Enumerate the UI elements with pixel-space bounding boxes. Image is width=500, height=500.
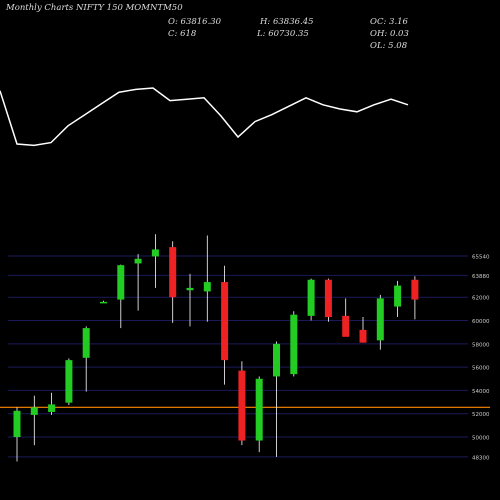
candle-body <box>238 370 246 441</box>
y-tick-label: 60000 <box>472 319 490 325</box>
candle-body <box>117 265 125 300</box>
candle-body <box>411 279 419 300</box>
candle-body <box>376 298 384 341</box>
candle-body <box>307 279 315 316</box>
candle-body <box>82 328 90 358</box>
y-tick-label: 50000 <box>472 436 490 442</box>
candle-body <box>394 285 402 307</box>
y-tick-label: 65540 <box>472 254 490 260</box>
candle-body <box>290 314 298 375</box>
candle-body <box>13 410 21 438</box>
high-value: H: 63836.45 <box>260 17 314 27</box>
candle-body <box>359 329 367 343</box>
candle-body <box>65 360 73 403</box>
candle-body <box>255 378 263 441</box>
oh-value: OH: 0.03 <box>370 29 409 39</box>
y-tick-label: 48300 <box>472 455 490 461</box>
candle-body <box>48 404 56 412</box>
indicator-line <box>0 87 409 147</box>
y-tick-label: 54000 <box>472 389 490 395</box>
candle-body <box>324 279 332 318</box>
chart-title: Monthly Charts NIFTY 150 MOMNTM50 <box>6 3 183 13</box>
y-tick-label: 58000 <box>472 342 490 348</box>
y-tick-label: 63880 <box>472 274 490 280</box>
candle-body <box>273 343 280 377</box>
open-value: O: 63816.30 <box>168 17 222 27</box>
close-value: C: 618 <box>168 29 197 39</box>
candle-body <box>342 315 350 337</box>
candle-body <box>203 282 211 292</box>
y-tick-label: 52000 <box>472 412 490 418</box>
candle-body <box>134 258 142 264</box>
candle-body <box>186 287 194 291</box>
candle-body <box>151 249 159 257</box>
candle-body <box>221 282 229 361</box>
candle-body <box>169 247 177 298</box>
y-tick-label: 62000 <box>472 296 490 302</box>
candle-body <box>30 407 38 415</box>
y-tick-label: 56000 <box>472 366 490 372</box>
ol-value: OL: 5.08 <box>370 41 408 51</box>
oc-value: OC: 3.16 <box>370 17 408 27</box>
low-value: L: 60730.35 <box>257 29 309 39</box>
candle-body <box>100 301 107 304</box>
